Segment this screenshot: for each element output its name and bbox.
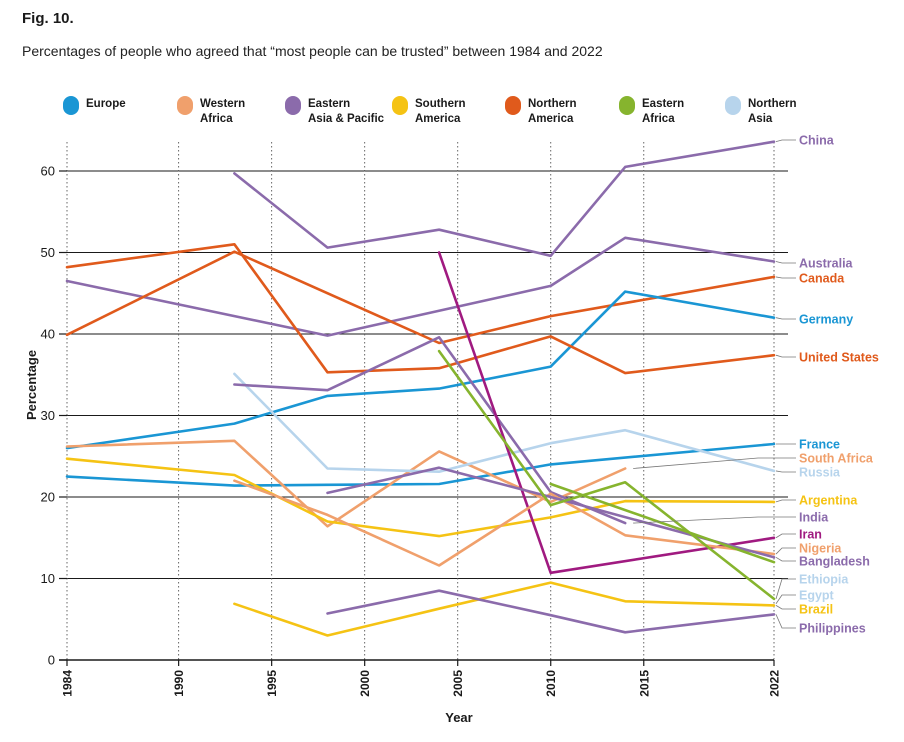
connector-argentina: [775, 499, 796, 503]
series-line-iran: [437, 251, 776, 575]
legend-label-eastern-africa: Eastern: [642, 98, 684, 110]
end-label-nigeria: Nigeria: [799, 542, 842, 556]
connector-bangladesh: [775, 556, 796, 562]
connector-china: [775, 139, 796, 143]
legend-swatch-europe: [63, 96, 79, 115]
legend-swatch-southern-america: [392, 96, 408, 115]
legend-label-western-africa: Western: [200, 98, 245, 110]
legend-label-southern-america-line2: America: [415, 113, 461, 125]
connector-india: [633, 516, 796, 524]
connector-nigeria: [775, 547, 796, 555]
series-line-philippines: [326, 589, 776, 634]
series-line-canada: [65, 250, 776, 345]
y-tick-label-10: 10: [41, 571, 55, 586]
legend-label-southern-america: Southern: [415, 98, 465, 110]
x-tick-label-2005: 2005: [451, 670, 465, 697]
end-label-egypt: Egypt: [799, 589, 835, 603]
series-line-russia: [233, 372, 776, 474]
y-tick-label-0: 0: [48, 653, 55, 668]
end-label-united-states: United States: [799, 351, 879, 365]
chart-axes: 0 10 20 30 40 50 60 1984 1990 1995 2000 2005 2010 201…: [41, 164, 782, 697]
connector-russia: [775, 470, 796, 473]
end-label-russia: Russia: [799, 466, 841, 480]
x-tick-label-2010: 2010: [544, 670, 558, 697]
end-label-ethiopia: Ethiopia: [799, 573, 849, 587]
connector-iran: [775, 533, 796, 539]
series-line-united-states: [65, 243, 776, 375]
x-axis-title: Year: [445, 710, 472, 725]
chart-series: [65, 140, 776, 637]
end-label-germany: Germany: [799, 313, 853, 327]
end-label-brazil: Brazil: [799, 603, 833, 617]
end-label-philippines: Philippines: [799, 622, 866, 636]
legend-swatch-western-africa: [177, 96, 193, 115]
y-tick-label-20: 20: [41, 490, 55, 505]
connector-brazil: [775, 605, 796, 610]
legend-label-northern-asia: Northern: [748, 98, 797, 110]
series-line-nigeria: [233, 479, 776, 567]
end-label-canada: Canada: [799, 272, 845, 286]
legend-label-northern-america: Northern: [528, 98, 577, 110]
x-tick-label-1990: 1990: [172, 670, 186, 697]
end-label-south-africa: South Africa: [799, 452, 874, 466]
connector-south-africa: [633, 457, 796, 469]
end-label-bangladesh: Bangladesh: [799, 555, 870, 569]
y-axis-title: Percentage: [24, 350, 39, 420]
y-tick-label-60: 60: [41, 164, 55, 179]
connector-australia: [775, 261, 796, 264]
legend-label-europe: Europe: [86, 98, 126, 110]
legend-label-eastern-asia-and-pacific-line2: Asia & Pacific: [308, 113, 385, 125]
end-label-australia: Australia: [799, 257, 854, 271]
chart-grid: [66, 142, 788, 660]
end-label-india: India: [799, 511, 829, 525]
x-tick-label-2022: 2022: [768, 670, 782, 697]
connector-philippines: [775, 614, 796, 629]
x-tick-label-2000: 2000: [358, 670, 372, 697]
legend-swatch-eastern-asia-and-pacific: [285, 96, 301, 115]
x-tick-label-1984: 1984: [61, 670, 75, 697]
connector-canada: [775, 276, 796, 279]
y-tick-label-50: 50: [41, 245, 55, 260]
legend-label-western-africa-line2: Africa: [200, 113, 233, 125]
series-line-china: [233, 140, 776, 258]
end-label-iran: Iran: [799, 528, 822, 542]
chart-legend: Europe Western Africa Eastern Asia & Pacific…: [63, 96, 797, 125]
legend-label-eastern-asia-and-pacific: Eastern: [308, 98, 350, 110]
series-line-australia: [65, 236, 776, 337]
x-tick-label-2015: 2015: [637, 670, 651, 697]
figure-label: Fig. 10.: [22, 10, 74, 27]
connector-united-states: [775, 354, 796, 358]
series-line-ethiopia: [437, 349, 776, 601]
y-tick-label-40: 40: [41, 327, 55, 342]
series-line-germany: [65, 290, 776, 450]
series-line-bangladesh: [326, 466, 776, 559]
connector-germany: [775, 317, 796, 320]
end-label-france: France: [799, 438, 840, 452]
end-label-argentina: Argentina: [799, 494, 858, 508]
x-tick-label-1995: 1995: [265, 670, 279, 697]
legend-label-northern-asia-line2: Asia: [748, 113, 773, 125]
connector-ethiopia: [775, 578, 796, 599]
legend-label-northern-america-line2: America: [528, 113, 574, 125]
series-line-brazil: [233, 581, 776, 637]
legend-swatch-northern-america: [505, 96, 521, 115]
legend-swatch-northern-asia: [725, 96, 741, 115]
connector-egypt: [775, 594, 796, 604]
legend-label-eastern-africa-line2: Africa: [642, 113, 675, 125]
series-line-argentina: [65, 457, 776, 538]
legend-swatch-eastern-africa: [619, 96, 635, 115]
end-label-china: China: [799, 134, 835, 148]
series-line-france: [65, 442, 776, 487]
y-tick-label-30: 30: [41, 408, 55, 423]
figure-subtitle: Percentages of people who agreed that “m…: [22, 43, 603, 59]
series-line-egypt: [549, 482, 776, 564]
